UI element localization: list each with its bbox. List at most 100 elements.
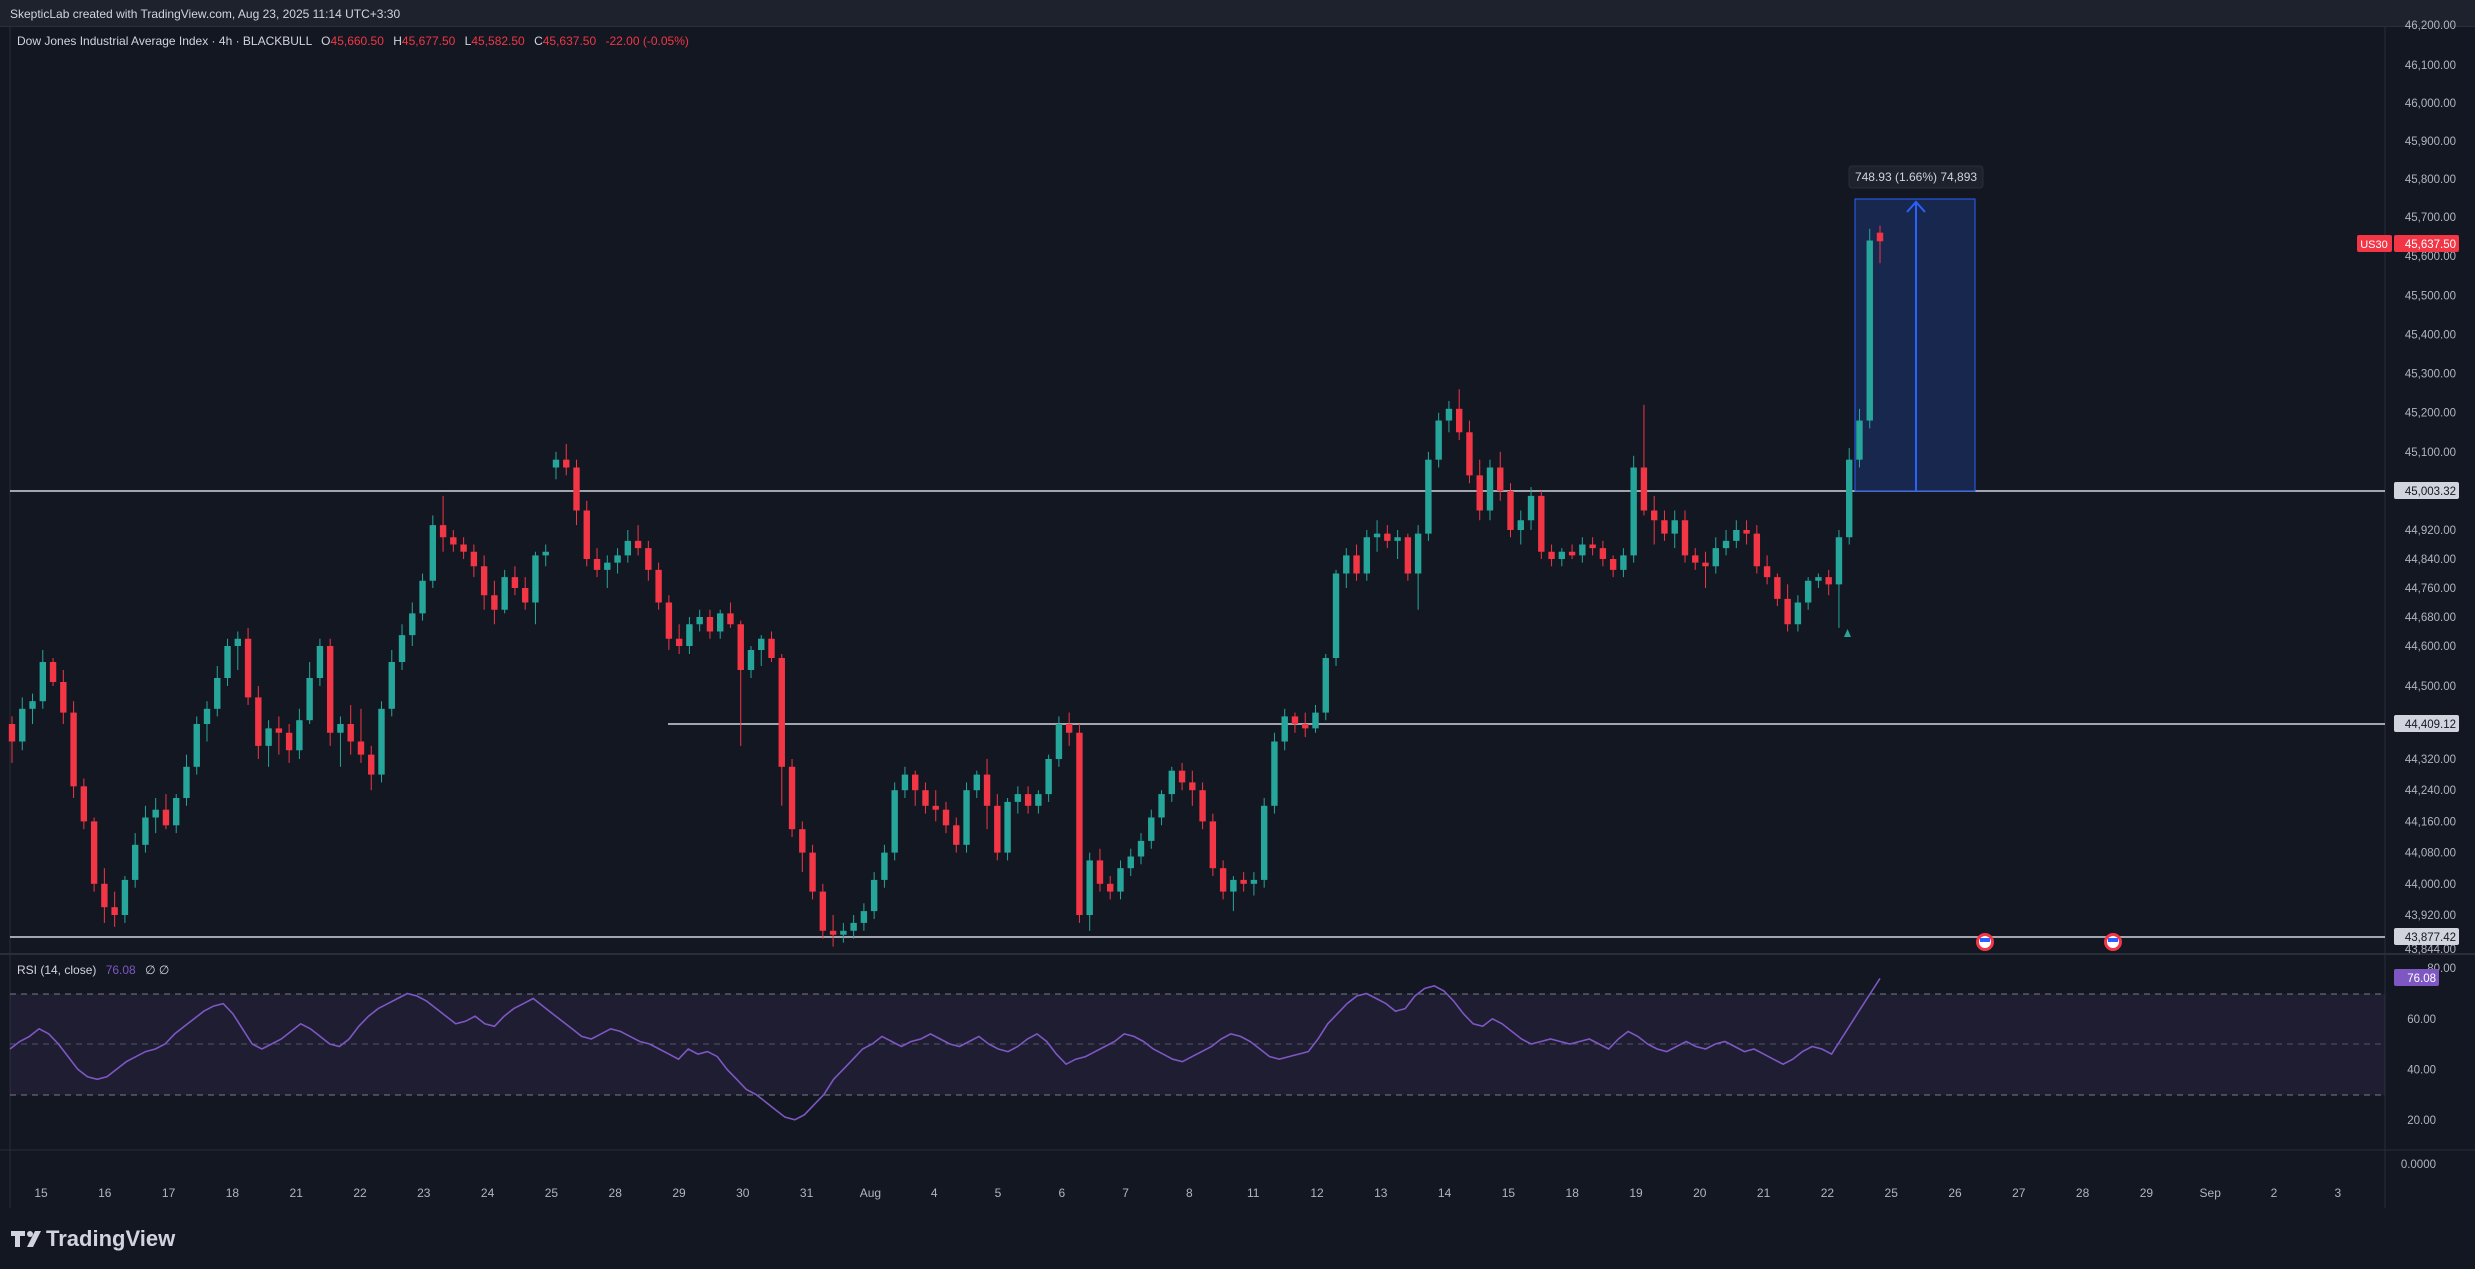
- candle-body[interactable]: [583, 510, 590, 560]
- rsi-axis[interactable]: 60.00 40.00 20.00 0.0000: [2401, 1014, 2436, 1171]
- candle-body[interactable]: [1548, 551, 1555, 559]
- candle-body[interactable]: [1445, 408, 1453, 421]
- candle-body[interactable]: [1527, 495, 1535, 521]
- candle-body[interactable]: [152, 809, 159, 818]
- candle-body[interactable]: [1497, 467, 1504, 491]
- candle-body[interactable]: [1055, 724, 1063, 759]
- candle-body[interactable]: [1763, 566, 1771, 578]
- candle-body[interactable]: [1794, 602, 1802, 625]
- candle-body[interactable]: [39, 662, 46, 702]
- candle-body[interactable]: [398, 635, 406, 662]
- candle-body[interactable]: [963, 790, 970, 845]
- candle-body[interactable]: [1281, 716, 1288, 742]
- candle-body[interactable]: [1260, 805, 1268, 880]
- candle-body[interactable]: [1733, 530, 1740, 541]
- candle-body[interactable]: [1096, 860, 1104, 884]
- candle-body[interactable]: [1630, 467, 1637, 556]
- candle-body[interactable]: [1866, 240, 1873, 421]
- candle-body[interactable]: [1035, 794, 1042, 806]
- candle-body[interactable]: [470, 551, 478, 567]
- candle-body[interactable]: [1158, 794, 1165, 818]
- candle-body[interactable]: [1291, 716, 1299, 724]
- candle-body[interactable]: [912, 774, 919, 791]
- candle-body[interactable]: [1250, 879, 1258, 884]
- candle-body[interactable]: [1455, 408, 1463, 433]
- candle-body[interactable]: [1024, 794, 1032, 806]
- candle-body[interactable]: [1558, 551, 1566, 559]
- candle-body[interactable]: [70, 712, 77, 787]
- candle-body[interactable]: [1425, 459, 1432, 534]
- candle-body[interactable]: [337, 724, 344, 733]
- candle-body[interactable]: [326, 646, 334, 733]
- time-axis[interactable]: 15 16 17 18 21 22 23 24 25 28 29 30 31 Aug 4 5 6 7 8 11 12 13…: [34, 1186, 2341, 1200]
- candle-body[interactable]: [1076, 732, 1083, 915]
- candle-body[interactable]: [193, 724, 200, 767]
- candle-body[interactable]: [1384, 533, 1391, 541]
- candle-body[interactable]: [665, 602, 673, 639]
- candle-body[interactable]: [1373, 533, 1381, 538]
- candle-body[interactable]: [1230, 879, 1237, 892]
- candle-body[interactable]: [214, 678, 221, 709]
- candle-body[interactable]: [173, 798, 180, 826]
- candle-body[interactable]: [1650, 510, 1658, 521]
- candle-body[interactable]: [1784, 598, 1791, 625]
- candle-body[interactable]: [1640, 467, 1648, 511]
- candle-body[interactable]: [1538, 495, 1545, 552]
- candle-body[interactable]: [994, 805, 1001, 853]
- candle-body[interactable]: [368, 754, 375, 775]
- candle-body[interactable]: [1579, 544, 1586, 556]
- candle-body[interactable]: [593, 559, 601, 570]
- candle-body[interactable]: [439, 525, 447, 538]
- candle-body[interactable]: [1004, 801, 1011, 853]
- candle-body[interactable]: [1127, 856, 1134, 869]
- candle-body[interactable]: [121, 879, 129, 915]
- candle-body[interactable]: [573, 467, 580, 511]
- candle-body[interactable]: [1045, 759, 1052, 795]
- candle-body[interactable]: [953, 825, 960, 845]
- candle-body[interactable]: [19, 708, 26, 742]
- candle-body[interactable]: [460, 544, 467, 552]
- candle-body[interactable]: [29, 701, 36, 709]
- candle-body[interactable]: [357, 741, 365, 755]
- candle-body[interactable]: [1466, 432, 1473, 476]
- candle-body[interactable]: [1414, 533, 1422, 574]
- candle-body[interactable]: [624, 540, 632, 556]
- candle-body[interactable]: [224, 646, 231, 678]
- candle-body[interactable]: [881, 852, 888, 880]
- candle-body[interactable]: [1815, 577, 1822, 581]
- candle-body[interactable]: [1065, 724, 1073, 733]
- candle-body[interactable]: [1302, 724, 1309, 729]
- candle-body[interactable]: [901, 774, 909, 791]
- candle-body[interactable]: [819, 891, 827, 931]
- candle-body[interactable]: [1661, 520, 1668, 534]
- candle-body[interactable]: [60, 682, 67, 713]
- candle-body[interactable]: [1671, 520, 1678, 534]
- candle-body[interactable]: [552, 459, 560, 468]
- candle-body[interactable]: [850, 922, 857, 931]
- candle-body[interactable]: [1219, 868, 1227, 892]
- candle-body[interactable]: [501, 577, 508, 610]
- candle-body[interactable]: [1435, 420, 1442, 460]
- candle-body[interactable]: [1209, 821, 1217, 869]
- candle-body[interactable]: [1199, 790, 1206, 822]
- candle-body[interactable]: [696, 617, 703, 625]
- us-flag-icon[interactable]: [2104, 933, 2122, 951]
- candle-body[interactable]: [1240, 879, 1247, 884]
- tradingview-logo[interactable]: TradingView: [11, 1226, 176, 1251]
- candle-body[interactable]: [450, 537, 457, 545]
- candle-body[interactable]: [1517, 520, 1524, 530]
- candle-body[interactable]: [1692, 555, 1699, 563]
- candle-body[interactable]: [1568, 551, 1576, 556]
- candle-body[interactable]: [111, 907, 118, 915]
- candle-body[interactable]: [49, 662, 57, 682]
- candle-body[interactable]: [316, 646, 324, 678]
- candle-body[interactable]: [809, 852, 816, 892]
- candle-body[interactable]: [675, 638, 683, 646]
- candle-body[interactable]: [840, 930, 847, 935]
- candle-body[interactable]: [511, 577, 519, 588]
- candle-body[interactable]: [244, 638, 252, 698]
- candle-body[interactable]: [942, 809, 950, 826]
- candle-body[interactable]: [285, 732, 293, 751]
- candle-body[interactable]: [409, 613, 416, 636]
